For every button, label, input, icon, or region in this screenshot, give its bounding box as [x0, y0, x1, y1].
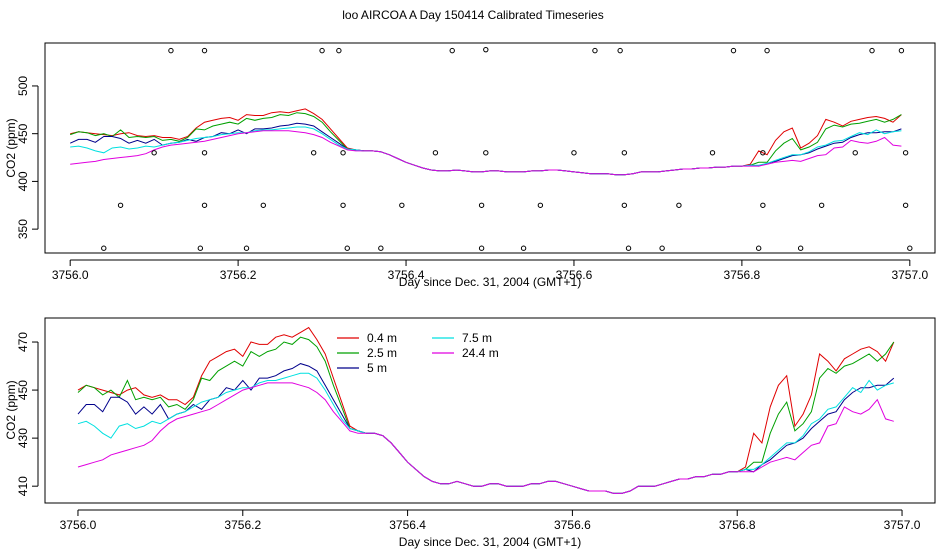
- top-marker-point: [520, 245, 527, 251]
- top-marker-point: [449, 47, 455, 54]
- bottom-x-tick-label: 3756.2: [224, 518, 261, 532]
- top-marker-point: [709, 150, 716, 156]
- top-marker-point: [336, 47, 342, 54]
- bottom-series-line-5m: [77, 363, 895, 494]
- top-marker-point: [852, 150, 858, 156]
- top-series-line-04m: [70, 108, 902, 176]
- top-marker-point: [869, 47, 875, 54]
- top-marker-point: [483, 46, 489, 53]
- bottom-y-axis-label: CO2 (ppm): [4, 380, 18, 439]
- top-series-group: [69, 108, 902, 176]
- bottom-panel: 3756.0 3756.2 3756.4 3756.6 3756.8 3757.0 410…: [4, 317, 936, 549]
- top-marker-point: [340, 150, 346, 156]
- top-marker-point: [201, 202, 208, 208]
- top-panel: 3756.0 3756.2 3756.4 3756.6 3756.8 3757.0 350…: [4, 42, 936, 289]
- chart-title: loo AIRCOA A Day 150414 Calibrated Times…: [342, 8, 603, 22]
- bottom-series-line-244m: [77, 382, 894, 494]
- top-x-tick-label: 3757.0: [891, 268, 928, 282]
- top-series-line-244m: [70, 130, 902, 176]
- top-marker-point: [344, 245, 350, 251]
- top-marker-point: [483, 150, 489, 156]
- top-y-tick-label: 450: [16, 123, 30, 143]
- top-marker-point: [117, 202, 124, 208]
- top-marker-point: [319, 47, 325, 54]
- bottom-y-tick-label: 410: [16, 476, 30, 496]
- top-markers-group: [101, 46, 913, 251]
- bottom-series-line-25m: [77, 336, 895, 494]
- top-marker-point: [243, 245, 250, 251]
- top-x-tick-label: 3756.0: [52, 268, 89, 282]
- legend: 0.4 m2.5 m5 m 7.5 m24.4 m: [337, 331, 499, 375]
- top-series-line-25m: [70, 112, 902, 176]
- top-x-tick-label: 3756.2: [220, 268, 257, 282]
- top-marker-point: [399, 202, 405, 208]
- top-marker-point: [907, 245, 913, 251]
- top-x-tick-label: 3756.8: [724, 268, 761, 282]
- top-marker-point: [659, 245, 665, 251]
- legend-label: 7.5 m: [462, 331, 492, 345]
- bottom-x-tick-label: 3757.0: [884, 518, 921, 532]
- top-y-axis-label: CO2 (ppm): [4, 118, 18, 177]
- top-plot-frame: [44, 42, 936, 254]
- top-marker-point: [902, 150, 909, 156]
- top-marker-point: [898, 47, 905, 54]
- top-marker-point: [197, 245, 204, 251]
- top-series-line-5m: [69, 122, 902, 176]
- top-marker-point: [432, 150, 439, 156]
- top-marker-point: [168, 47, 174, 54]
- top-marker-point: [592, 47, 598, 54]
- bottom-y-tick-label: 470: [16, 332, 30, 352]
- top-marker-point: [310, 150, 317, 156]
- top-marker-point: [478, 202, 485, 208]
- top-marker-point: [201, 47, 208, 54]
- top-marker-point: [730, 47, 737, 54]
- top-marker-point: [760, 202, 766, 208]
- bottom-x-axis: 3756.0 3756.2 3756.4 3756.6 3756.8 3757.0: [60, 509, 921, 532]
- bottom-y-tick-label: 450: [16, 380, 30, 400]
- top-marker-point: [617, 47, 623, 54]
- top-marker-point: [151, 150, 157, 156]
- top-marker-point: [797, 245, 804, 251]
- top-marker-point: [621, 202, 628, 208]
- top-x-axis-label: Day since Dec. 31, 2004 (GMT+1): [399, 275, 581, 289]
- bottom-x-tick-label: 3756.0: [60, 518, 97, 532]
- top-marker-point: [818, 202, 825, 208]
- top-marker-point: [340, 202, 346, 208]
- top-marker-point: [201, 150, 208, 156]
- bottom-y-tick-label: 430: [16, 428, 30, 448]
- legend-label: 24.4 m: [462, 346, 499, 360]
- top-y-tick-label: 500: [16, 76, 30, 96]
- top-y-axis: 350 400 450 500: [16, 76, 39, 239]
- top-y-tick-label: 400: [16, 171, 30, 191]
- top-marker-point: [764, 47, 770, 54]
- top-marker-point: [621, 150, 628, 156]
- bottom-x-tick-label: 3756.4: [389, 518, 426, 532]
- bottom-series-group: [77, 326, 895, 494]
- legend-label: 2.5 m: [367, 346, 397, 360]
- top-marker-point: [760, 150, 766, 156]
- top-marker-point: [260, 202, 267, 208]
- top-y-tick-label: 350: [16, 219, 30, 239]
- top-x-tick-label: 3756.4: [388, 268, 425, 282]
- top-marker-point: [755, 245, 762, 251]
- top-marker-point: [625, 245, 632, 251]
- bottom-x-tick-label: 3756.8: [719, 518, 756, 532]
- top-marker-point: [902, 202, 909, 208]
- top-marker-point: [676, 202, 682, 208]
- top-marker-point: [478, 245, 485, 251]
- top-marker-point: [537, 202, 544, 208]
- top-marker-point: [101, 245, 107, 251]
- legend-label: 5 m: [367, 361, 387, 375]
- bottom-plot-frame: [44, 317, 936, 504]
- legend-label: 0.4 m: [367, 331, 397, 345]
- top-marker-point: [378, 245, 384, 251]
- top-x-axis: 3756.0 3756.2 3756.4 3756.6 3756.8 3757.0: [52, 259, 928, 282]
- bottom-x-axis-label: Day since Dec. 31, 2004 (GMT+1): [399, 535, 581, 549]
- bottom-y-axis: 410 430 450 470: [16, 332, 39, 496]
- bottom-series-line-75m: [77, 372, 894, 494]
- top-x-tick-label: 3756.6: [556, 268, 593, 282]
- top-marker-point: [571, 150, 577, 156]
- bottom-x-tick-label: 3756.6: [554, 518, 591, 532]
